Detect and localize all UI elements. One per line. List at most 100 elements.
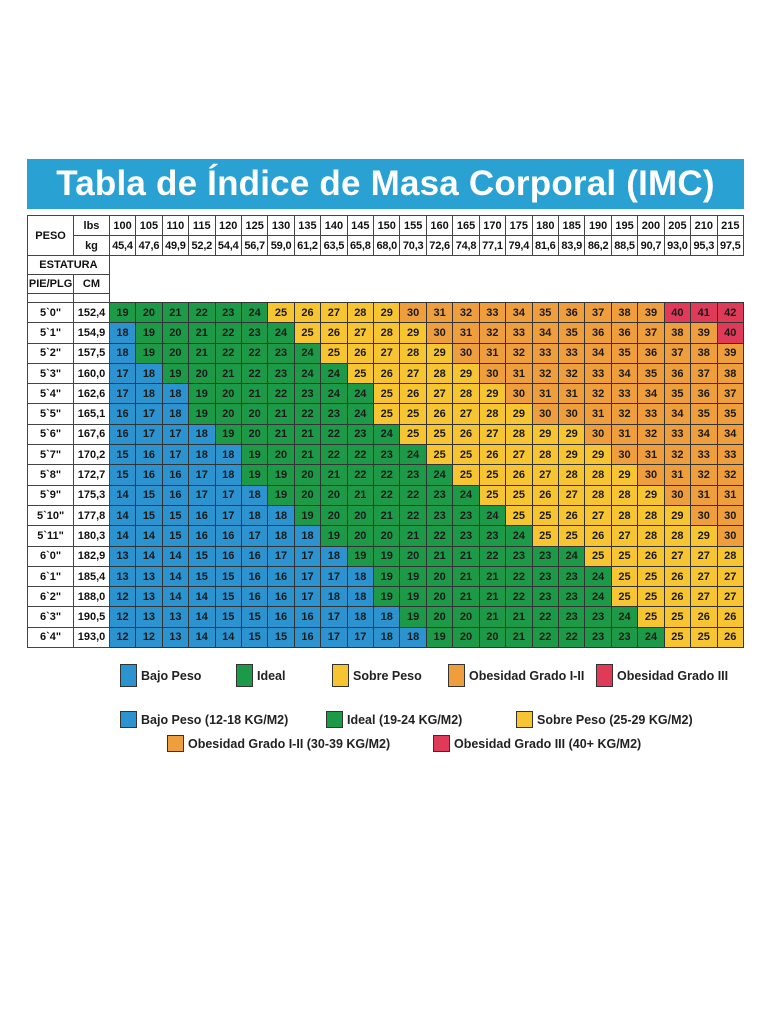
bmi-cell: 24 [399, 444, 427, 466]
bmi-cell: 15 [214, 586, 242, 608]
bmi-cell: 18 [373, 606, 401, 628]
bmi-cell: 24 [505, 525, 533, 547]
bmi-cell: 34 [663, 403, 692, 425]
bmi-cell: 29 [557, 423, 586, 446]
bmi-cell: 26 [373, 362, 401, 385]
bmi-cell: 15 [135, 504, 163, 527]
bmi-cell: 17 [188, 484, 216, 506]
bmi-cell: 26 [425, 403, 454, 425]
bmi-cell: 33 [478, 301, 507, 324]
bmi-cell: 21 [478, 606, 507, 628]
kg-tick: 59,0 [267, 235, 295, 256]
height-cm-label: 177,8 [73, 504, 110, 527]
bmi-cell: 32 [716, 464, 745, 486]
bmi-cell: 22 [240, 342, 269, 364]
bmi-cell: 26 [637, 545, 665, 567]
height-ft-label: 5`10" [26, 504, 75, 527]
bmi-cell: 25 [690, 626, 718, 649]
bmi-cell: 16 [135, 444, 163, 466]
bmi-cell: 16 [135, 464, 163, 486]
bmi-cell: 36 [690, 383, 718, 405]
bmi-cell: 28 [584, 464, 612, 486]
height-cm-label: 180,3 [73, 525, 110, 547]
bmi-cell: 24 [320, 362, 348, 385]
bmi-cell: 40 [663, 301, 692, 324]
kg-tick: 54,4 [214, 235, 242, 256]
page-title: Tabla de Índice de Masa Corporal (IMC) [27, 159, 744, 209]
lbs-label: lbs [73, 215, 110, 236]
bmi-cell: 38 [663, 322, 692, 344]
bmi-cell: 29 [637, 484, 665, 506]
bmi-cell: 29 [531, 423, 559, 446]
bmi-cell: 27 [690, 545, 718, 567]
bmi-cell: 26 [557, 504, 586, 527]
bmi-cell: 19 [320, 525, 348, 547]
bmi-cell: 33 [557, 342, 586, 364]
bmi-cell: 30 [531, 403, 559, 425]
legend-swatch [596, 664, 613, 687]
bmi-cell: 26 [584, 525, 612, 547]
bmi-cell: 24 [373, 423, 401, 446]
bmi-cell: 24 [478, 504, 507, 527]
estatura-label: ESTATURA [27, 255, 110, 275]
bmi-cell: 27 [320, 301, 348, 324]
bmi-cell: 31 [505, 362, 533, 385]
bmi-cell: 19 [188, 383, 216, 405]
table-row: 5`2" 157,5 18 19 20 21 22 22 23 24 25 26 27 28 29 30 31 3… [26, 342, 745, 364]
bmi-cell: 23 [320, 403, 348, 425]
bmi-cell: 18 [293, 525, 322, 547]
bmi-cell: 23 [240, 322, 269, 344]
bmi-cell: 27 [584, 504, 612, 527]
bmi-cell: 23 [399, 464, 427, 486]
legend-short: Bajo Peso Ideal Sobre Peso Obesidad Grado I… [120, 664, 750, 688]
lbs-tick: 200 [637, 215, 665, 236]
height-cm-label: 182,9 [73, 545, 110, 567]
bmi-cell: 13 [161, 606, 190, 628]
height-ft-label: 5`3" [26, 362, 75, 385]
bmi-cell: 29 [505, 403, 533, 425]
pieplg-label: PIE/PLG [26, 274, 75, 294]
bmi-cell: 20 [320, 484, 348, 506]
bmi-cell: 13 [161, 626, 190, 649]
bmi-cell: 21 [346, 484, 375, 506]
bmi-cell: 21 [399, 525, 427, 547]
legend-label: Obesidad Grado III (40+ KG/M2) [454, 736, 642, 751]
bmi-cell: 13 [135, 606, 163, 628]
legend-item-obes1: Obesidad Grado I-II [448, 664, 584, 687]
bmi-cell: 19 [399, 565, 427, 588]
bmi-cell: 31 [557, 383, 586, 405]
bmi-cell: 19 [399, 586, 427, 608]
height-cm-label: 154,9 [73, 322, 110, 344]
bmi-cell: 37 [690, 362, 718, 385]
bmi-cell: 27 [531, 464, 559, 486]
bmi-cell: 16 [108, 423, 137, 446]
bmi-cell: 26 [320, 322, 348, 344]
bmi-cell: 23 [346, 423, 375, 446]
bmi-cell: 17 [214, 484, 242, 506]
bmi-cell: 21 [452, 565, 480, 588]
bmi-cell: 15 [135, 484, 163, 506]
legend-label: Ideal [257, 668, 286, 683]
bmi-cell: 24 [584, 586, 612, 608]
legend-item-sobre: Sobre Peso [332, 664, 422, 687]
bmi-cell: 21 [320, 464, 348, 486]
legend-label: Sobre Peso [353, 668, 422, 683]
height-ft-label: 6`2" [26, 586, 75, 608]
legend-item-obes3-range: Obesidad Grado III (40+ KG/M2) [433, 735, 641, 752]
bmi-cell: 31 [716, 484, 745, 506]
bmi-cell: 22 [240, 362, 269, 385]
bmi-cell: 22 [267, 383, 295, 405]
bmi-cell: 18 [267, 525, 295, 547]
legend-label: Ideal (19-24 KG/M2) [347, 712, 463, 727]
bmi-cell: 22 [346, 464, 375, 486]
lbs-tick: 150 [373, 215, 401, 236]
height-cm-label: 152,4 [73, 301, 110, 324]
table-row: 5`8" 172,7 15 16 16 17 18 19 19 20 21 22 22 23 24 25 25 2… [26, 464, 745, 486]
bmi-cell: 35 [610, 342, 639, 364]
bmi-cell: 17 [320, 565, 348, 588]
bmi-cell: 19 [214, 423, 242, 446]
bmi-cell: 18 [320, 586, 348, 608]
height-cm-label: 172,7 [73, 464, 110, 486]
table-row: 5`4" 162,6 17 18 18 19 20 21 22 23 24 24 25 26 27 28 29 3… [26, 383, 745, 405]
kg-tick: 97,5 [716, 235, 745, 256]
